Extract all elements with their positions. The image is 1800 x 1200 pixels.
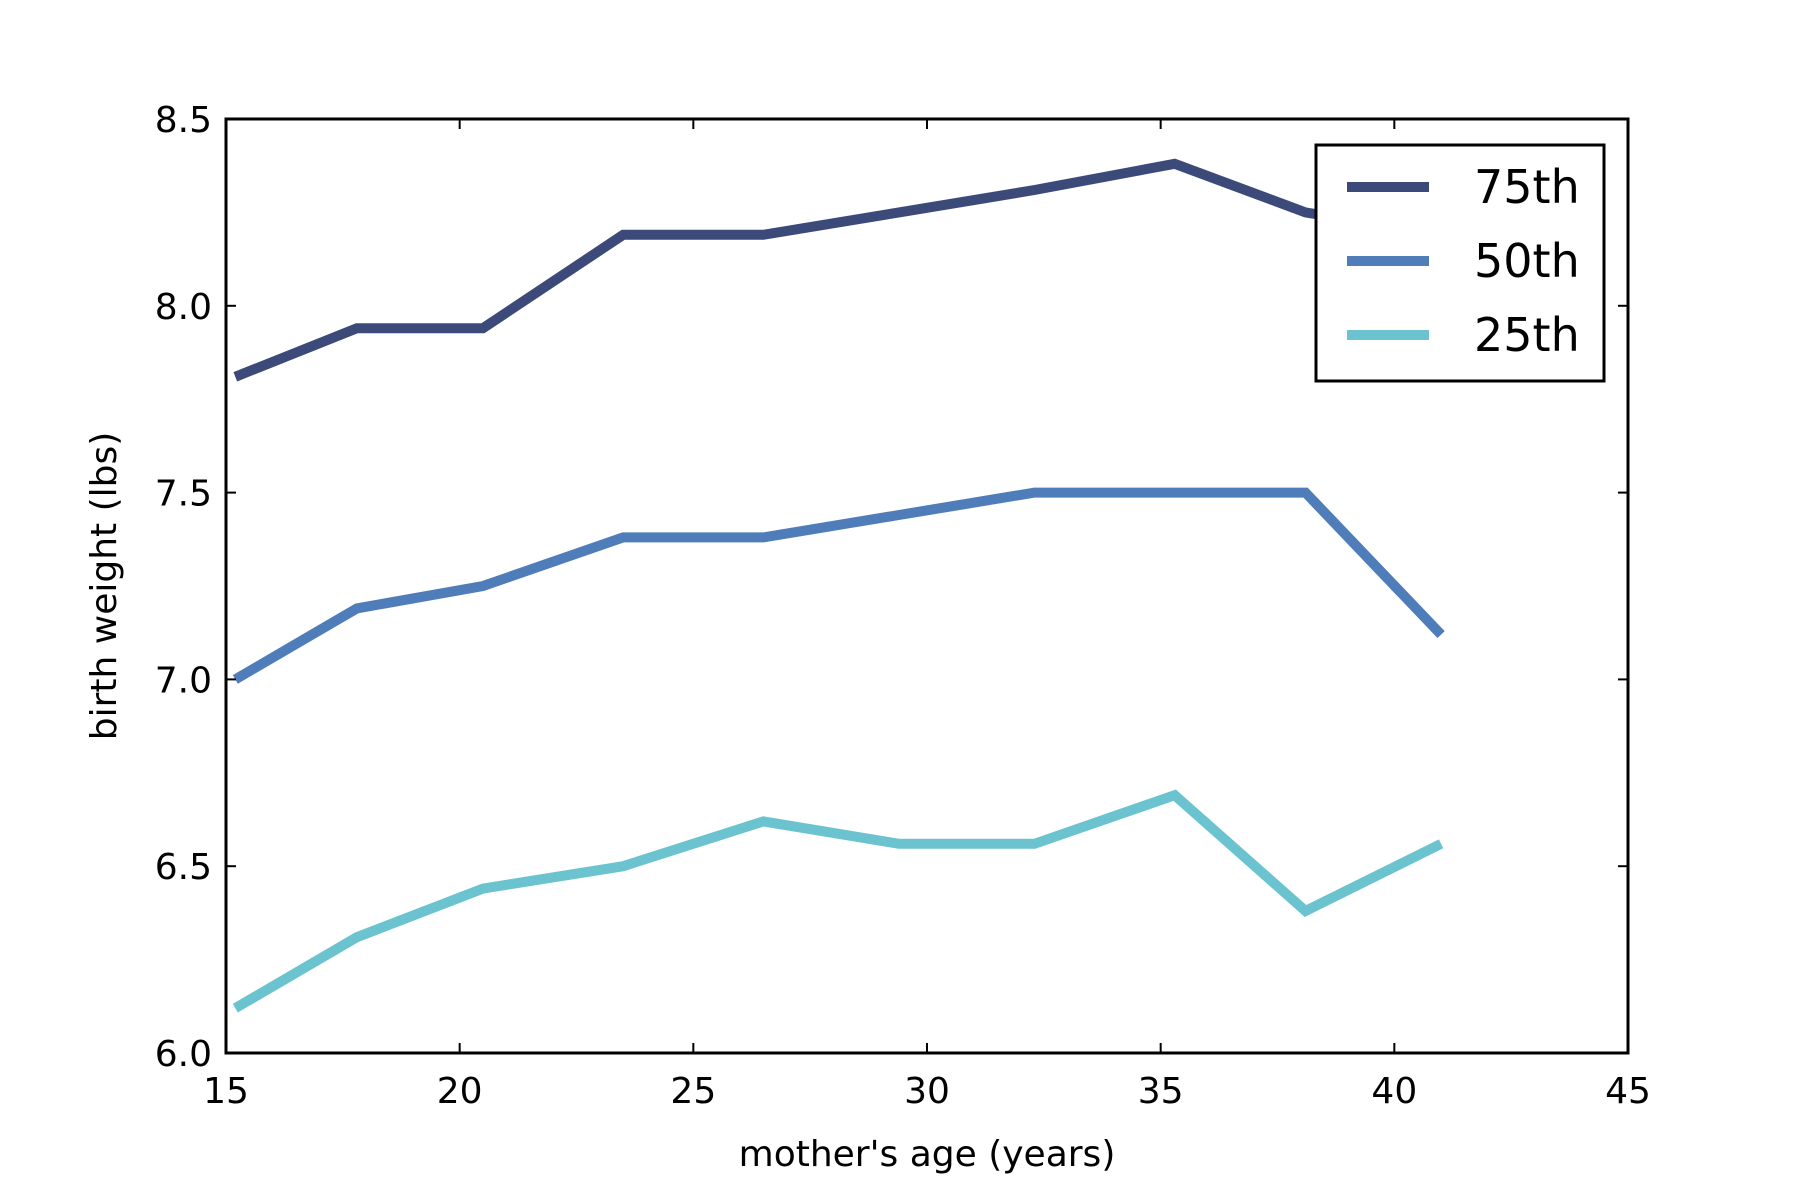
x-tick-label: 35 bbox=[1138, 1071, 1184, 1112]
y-tick-label: 7.0 bbox=[155, 660, 212, 701]
y-tick-label: 7.5 bbox=[155, 474, 212, 515]
x-tick-label: 15 bbox=[203, 1071, 249, 1112]
series-line-50th bbox=[232, 487, 1445, 684]
series-line-75th bbox=[233, 158, 1442, 382]
legend-label-50th: 50th bbox=[1474, 234, 1580, 288]
x-tick-label: 45 bbox=[1605, 1071, 1651, 1112]
y-axis-label: birth weight (lbs) bbox=[84, 432, 125, 741]
tick-layer: 15 20 25 30 35 40 45 6.0 6.5 7.0 7.5 8.0 8.5 bbox=[155, 100, 1651, 1112]
x-tick-label: 20 bbox=[437, 1071, 483, 1112]
legend: 75th 50th 25th bbox=[1314, 143, 1606, 383]
x-tick-label: 25 bbox=[670, 1071, 716, 1112]
legend-label-75th: 75th bbox=[1474, 160, 1580, 214]
x-tick-label: 40 bbox=[1371, 1071, 1417, 1112]
y-tick-label: 6.0 bbox=[155, 1034, 212, 1075]
y-tick-label: 8.5 bbox=[155, 100, 212, 141]
legend-label-25th: 25th bbox=[1474, 308, 1580, 362]
y-tick-label: 8.0 bbox=[155, 287, 212, 328]
x-tick-label: 30 bbox=[904, 1071, 950, 1112]
x-axis-label: mother's age (years) bbox=[739, 1134, 1116, 1175]
series-layer bbox=[232, 158, 1445, 1013]
series-line-25th bbox=[232, 789, 1444, 1013]
y-tick-label: 6.5 bbox=[155, 847, 212, 888]
